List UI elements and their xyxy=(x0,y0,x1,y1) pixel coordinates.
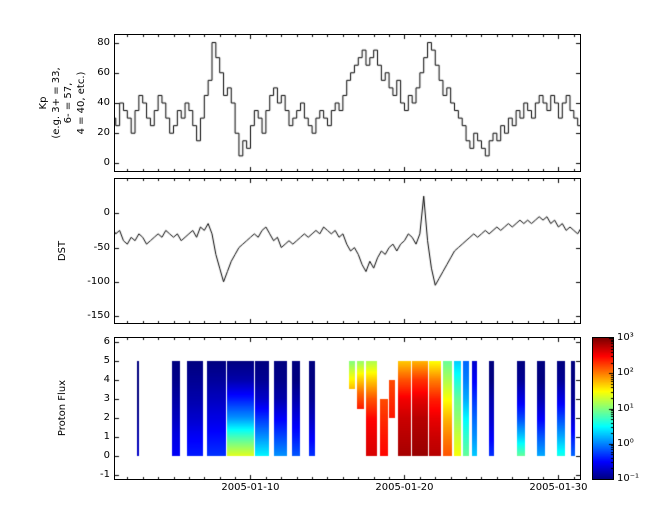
dst-panel xyxy=(114,178,581,324)
flux-ytick-label: 0 xyxy=(103,450,110,462)
dst-ytick-label: 0 xyxy=(103,207,110,219)
colorbar-tick-label: 10³ xyxy=(617,332,634,343)
flux-ytick-label: 1 xyxy=(103,431,110,443)
colorbar-tick-label: 10⁻¹ xyxy=(617,473,640,484)
kp-step-plot xyxy=(115,35,580,171)
flux-ytick-label: 6 xyxy=(103,335,110,347)
kp-axis-label-line: 4 = 40, etc.) xyxy=(75,71,87,135)
kp-axis-label-line: (e.g. 3+ = 33, xyxy=(50,67,62,139)
kp-axis-label-line: 6- = 57, xyxy=(63,82,74,124)
kp-ytick-label: 60 xyxy=(97,66,110,78)
dst-ytick-label: -150 xyxy=(87,310,110,322)
dst-axis-label: DST xyxy=(56,240,68,262)
dst-ytick-label: -50 xyxy=(93,241,110,253)
colorbar xyxy=(592,337,614,480)
flux-ytick-label: 4 xyxy=(103,373,110,385)
dst-line-plot xyxy=(115,179,580,323)
flux-ytick-label: -1 xyxy=(100,469,110,481)
colorbar-tick-label: 10⁰ xyxy=(617,437,634,449)
flux-ytick-label: 3 xyxy=(103,392,110,404)
colorbar-tick-label: 10² xyxy=(617,367,634,379)
kp-ytick-label: 0 xyxy=(103,157,110,169)
kp-panel xyxy=(114,34,581,172)
xtick-label: 2005-01-20 xyxy=(375,482,434,493)
kp-axis-label-line: Kp xyxy=(38,96,49,110)
colorbar-tick-label: 10¹ xyxy=(617,402,634,414)
xtick-label: 2005-01-30 xyxy=(529,482,588,493)
proton-flux-axis-label: Proton Flux xyxy=(56,379,68,437)
flux-ytick-label: 2 xyxy=(103,412,110,424)
flux-ytick-label: 5 xyxy=(103,354,110,366)
dst-ytick-label: -100 xyxy=(87,275,110,287)
kp-ytick-label: 20 xyxy=(97,127,110,139)
kp-ytick-label: 80 xyxy=(97,36,110,48)
proton-flux-panel xyxy=(114,337,581,480)
colorbar-gradient xyxy=(593,338,613,479)
kp-axis-label: Kp (e.g. 3+ = 33, 6- = 57, 4 = 40, etc.) xyxy=(38,67,88,138)
proton-flux-heatmap xyxy=(115,338,580,479)
kp-ytick-label: 40 xyxy=(97,97,110,108)
xtick-label: 2005-01-10 xyxy=(221,482,280,493)
